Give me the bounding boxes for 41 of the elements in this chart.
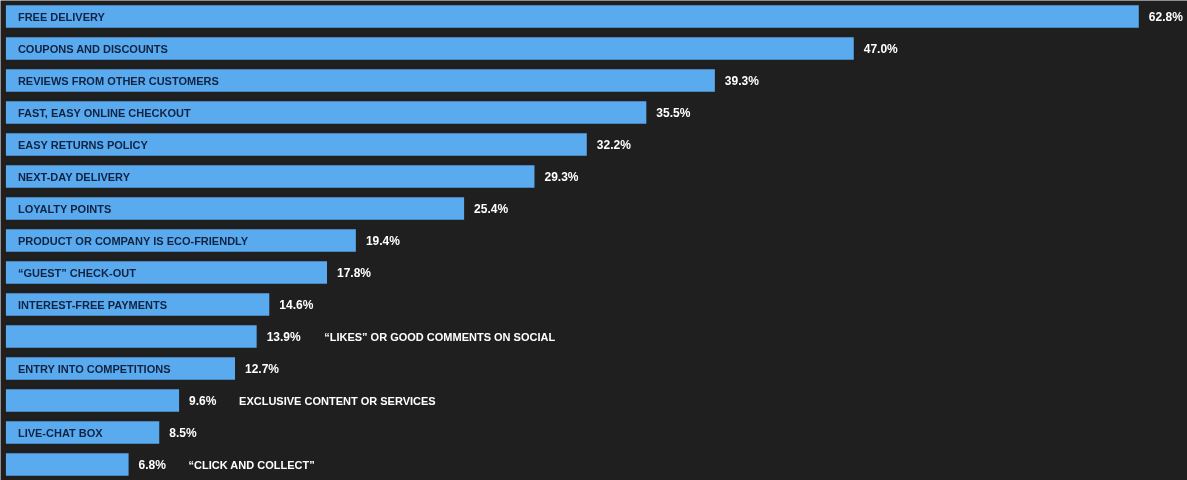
data-label: 9.6%	[189, 393, 217, 408]
data-label: 14.6%	[279, 297, 314, 312]
y-tick-label: PRODUCT OR COMPANY IS ECO-FRIENDLY	[17, 234, 249, 247]
y-tick-label: EXCLUSIVE CONTENT OR SERVICES	[239, 394, 436, 407]
data-label: 13.9%	[266, 329, 302, 344]
bar	[5, 197, 465, 220]
data-label: 17.8%	[337, 265, 372, 280]
data-label: 29.3%	[544, 169, 579, 184]
y-tick-label: EASY RETURNS POLICY	[17, 138, 149, 151]
y-tick-label: LOYALTY POINTS	[17, 202, 112, 215]
data-label: 19.4%	[365, 233, 401, 248]
y-tick-label: “LIKES” OR GOOD COMMENTS ON SOCIAL	[324, 330, 556, 343]
data-label: 25.4%	[474, 201, 509, 216]
data-label: 62.8%	[1148, 9, 1184, 24]
bar	[5, 133, 587, 156]
y-tick-label: NEXT-DAY DELIVERY	[17, 170, 131, 183]
data-label: 12.7%	[245, 361, 280, 376]
y-tick-label: “GUEST” CHECK-OUT	[17, 266, 137, 279]
y-tick-label: INTEREST-FREE PAYMENTS	[17, 298, 168, 311]
y-tick-label: COUPONS AND DISCOUNTS	[17, 42, 168, 55]
data-label: 39.3%	[724, 73, 760, 88]
bar	[5, 453, 129, 476]
y-tick-label: ENTRY INTO COMPETITIONS	[17, 362, 171, 375]
bar	[5, 5, 1139, 28]
bar	[5, 101, 647, 124]
bar	[5, 37, 854, 60]
data-label: 47.0%	[863, 41, 899, 56]
y-tick-label: FAST, EASY ONLINE CHECKOUT	[17, 106, 191, 119]
bar	[5, 325, 257, 348]
bar	[5, 261, 328, 284]
data-label: 35.5%	[656, 105, 691, 120]
y-tick-label: “CLICK AND COLLECT”	[188, 458, 315, 471]
data-label: 32.2%	[596, 137, 632, 152]
y-tick-label: LIVE-CHAT BOX	[17, 426, 104, 439]
bar	[5, 165, 535, 188]
bar	[5, 69, 715, 92]
data-label: 6.8%	[138, 457, 167, 472]
bar	[5, 389, 180, 412]
data-label: 8.5%	[169, 425, 197, 440]
y-tick-label: REVIEWS FROM OTHER CUSTOMERS	[17, 74, 219, 87]
y-tick-label: FREE DELIVERY	[17, 10, 106, 23]
